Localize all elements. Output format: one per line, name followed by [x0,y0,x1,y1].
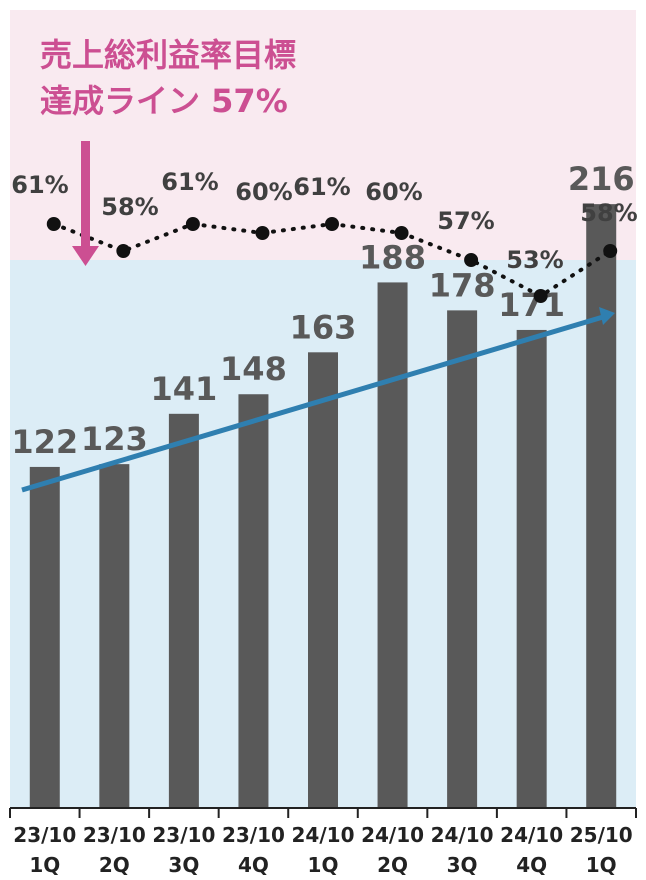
trend-arrow [21,307,615,493]
x-tick-label-quarter-8: 1Q [586,853,617,877]
x-tick-label-quarter-1: 2Q [99,853,130,877]
margin-point-8 [603,244,618,258]
x-tick-label-period-3: 23/10 [222,823,285,847]
margin-label-4: 61% [293,173,350,201]
margin-label-1: 58% [101,193,158,221]
target-arrow-head [72,246,99,266]
x-tick-label-quarter-4: 1Q [308,853,339,877]
x-tick-label-quarter-0: 1Q [29,853,60,877]
bar-5 [377,282,408,809]
x-tick-label-quarter-2: 3Q [168,853,199,877]
x-tick-label-period-1: 23/10 [83,823,146,847]
gross-margin-series: 61%58%61% 60% 61% 60%57%53%58% [11,168,638,303]
x-tick-label-period-4: 24/10 [292,823,355,847]
x-tick-label-quarter-7: 4Q [516,853,547,877]
margin-point-0 [46,217,61,231]
bar-7 [516,329,547,808]
bar-value-label-5: 188 [359,238,426,276]
margin-label-7: 53% [506,246,563,274]
margin-point-7 [533,289,548,303]
bar-0 [29,466,60,808]
margin-point-3 [255,226,270,240]
bar-1 [99,464,130,808]
margin-label-0: 61% [11,171,68,199]
bar-value-label-0: 122 [11,423,78,461]
x-tick-label-quarter-3: 4Q [238,853,269,877]
target-annotation-line2: 達成ライン 57% [40,82,288,120]
bar-value-label-1: 123 [81,420,148,458]
x-tick-label-period-7: 24/10 [500,823,563,847]
target-achieved-band [10,10,636,260]
target-annotation: 売上総利益率目標 達成ライン 57% [40,36,296,266]
margin-label-6: 57% [437,207,494,235]
bar-value-label-6: 178 [429,266,496,304]
margin-point-5 [394,226,409,240]
target-annotation-line1: 売上総利益率目標 [40,36,296,74]
margin-label-8: 58% [580,199,637,227]
margin-label-3: 60% [235,178,292,206]
bar-value-label-2: 141 [150,370,217,408]
margin-point-2 [185,217,200,231]
x-tick-label-period-6: 24/10 [431,823,494,847]
x-tick-label-quarter-5: 2Q [377,853,408,877]
bar-value-label-4: 163 [290,308,357,346]
x-tick-label-period-0: 23/10 [13,823,76,847]
margin-label-5: 60% [365,178,422,206]
margin-label-2: 61% [161,168,218,196]
target-annotation-value: 57% [211,82,288,120]
bar-2 [168,413,199,808]
x-axis-ticks: 23/10 1Q 23/10 2Q 23/10 3Q 23/10 4Q 24/10 1Q 24/10… [9,808,637,877]
x-tick-label-period-2: 23/10 [152,823,215,847]
target-annotation-line2-prefix: 達成ライン [40,82,211,120]
x-tick-label-quarter-6: 3Q [447,853,478,877]
margin-point-4 [325,217,339,231]
target-arrow-shaft [81,141,90,249]
bar-4 [308,352,338,808]
x-tick-label-period-5: 24/10 [361,823,424,847]
bar-8 [586,204,617,808]
bar-value-label-8: 216 [568,160,635,198]
bars [29,204,617,809]
bar-value-label-3: 148 [220,350,287,388]
x-axis: 23/10 1Q 23/10 2Q 23/10 3Q 23/10 4Q 24/10 1Q 24/10… [9,807,637,877]
bar-value-label-7: 171 [498,286,565,324]
bar-6 [447,310,478,808]
margin-point-6 [464,253,479,267]
margin-point-1 [116,244,131,258]
x-tick-label-period-8: 25/10 [570,823,633,847]
bar-3 [238,394,269,808]
